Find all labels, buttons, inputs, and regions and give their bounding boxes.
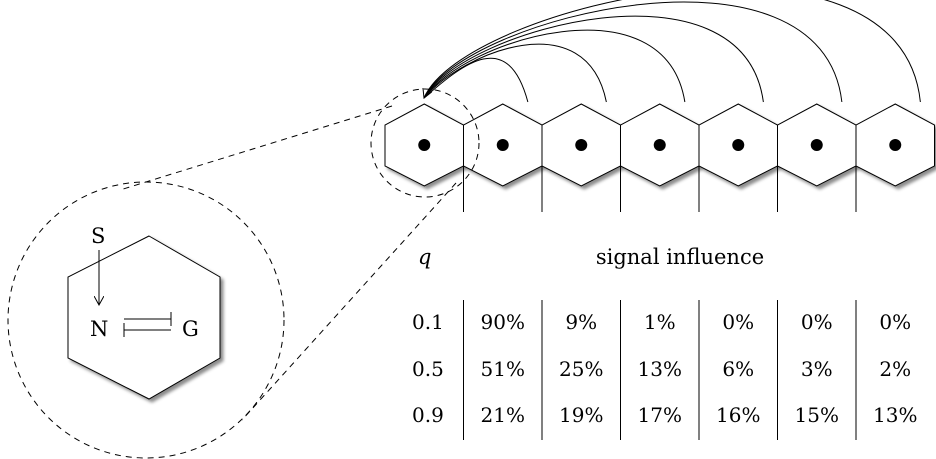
influence-value: 0% — [879, 310, 911, 334]
influence-value: 21% — [481, 403, 525, 427]
zoom-hexagon — [67, 235, 221, 400]
zoom-line-bottom — [241, 182, 457, 421]
q-value: 0.5 — [412, 357, 444, 381]
influence-arc — [423, 43, 607, 103]
influence-value: 1% — [644, 310, 676, 334]
influence-arc — [423, 29, 686, 103]
cell-separator-ticks — [463, 166, 857, 212]
influence-value: 15% — [795, 403, 839, 427]
cell-nucleus — [575, 139, 588, 151]
influence-value: 0% — [722, 310, 754, 334]
influence-value: 16% — [716, 403, 760, 427]
influence-table: 0.1 90% 9% 1% 0% 0% 0% 0.5 51% 25% 13% 6% 3% 2% 0.9 21%… — [412, 310, 917, 427]
influence-value: 19% — [559, 403, 603, 427]
influence-value: 9% — [565, 310, 597, 334]
zoom-line-top — [119, 105, 393, 191]
cell-row — [384, 103, 935, 187]
influence-value: 51% — [481, 357, 525, 381]
influence-value: 13% — [638, 357, 682, 381]
repression-n-to-g — [124, 312, 172, 326]
influence-arc — [423, 1, 843, 103]
cell-nucleus — [496, 139, 509, 151]
influence-arcs — [423, 0, 921, 103]
cell-nucleus — [732, 139, 745, 151]
zoom-circle — [7, 181, 285, 459]
cell-nucleus — [653, 139, 666, 151]
table-column-lines — [463, 300, 857, 440]
q-value: 0.1 — [412, 310, 444, 334]
q-header: q — [418, 245, 431, 269]
repression-g-to-n — [123, 323, 171, 337]
table-title: signal influence — [596, 245, 764, 269]
label-s: S — [91, 224, 105, 248]
influence-value: 0% — [801, 310, 833, 334]
cell-nucleus — [889, 139, 902, 151]
influence-value: 13% — [873, 403, 917, 427]
label-g: G — [182, 317, 199, 341]
influence-value: 6% — [722, 357, 754, 381]
influence-value: 2% — [879, 357, 911, 381]
highlight-circle — [370, 88, 480, 198]
influence-arc — [423, 15, 764, 103]
q-value: 0.9 — [412, 403, 444, 427]
influence-value: 25% — [559, 357, 603, 381]
influence-value: 90% — [481, 310, 525, 334]
label-n: N — [90, 317, 108, 341]
influence-value: 17% — [638, 403, 682, 427]
cell-nucleus — [418, 139, 431, 151]
influence-arc — [423, 57, 529, 103]
cell-nucleus — [810, 139, 823, 151]
influence-value: 3% — [801, 357, 833, 381]
influence-arc — [424, 0, 921, 103]
